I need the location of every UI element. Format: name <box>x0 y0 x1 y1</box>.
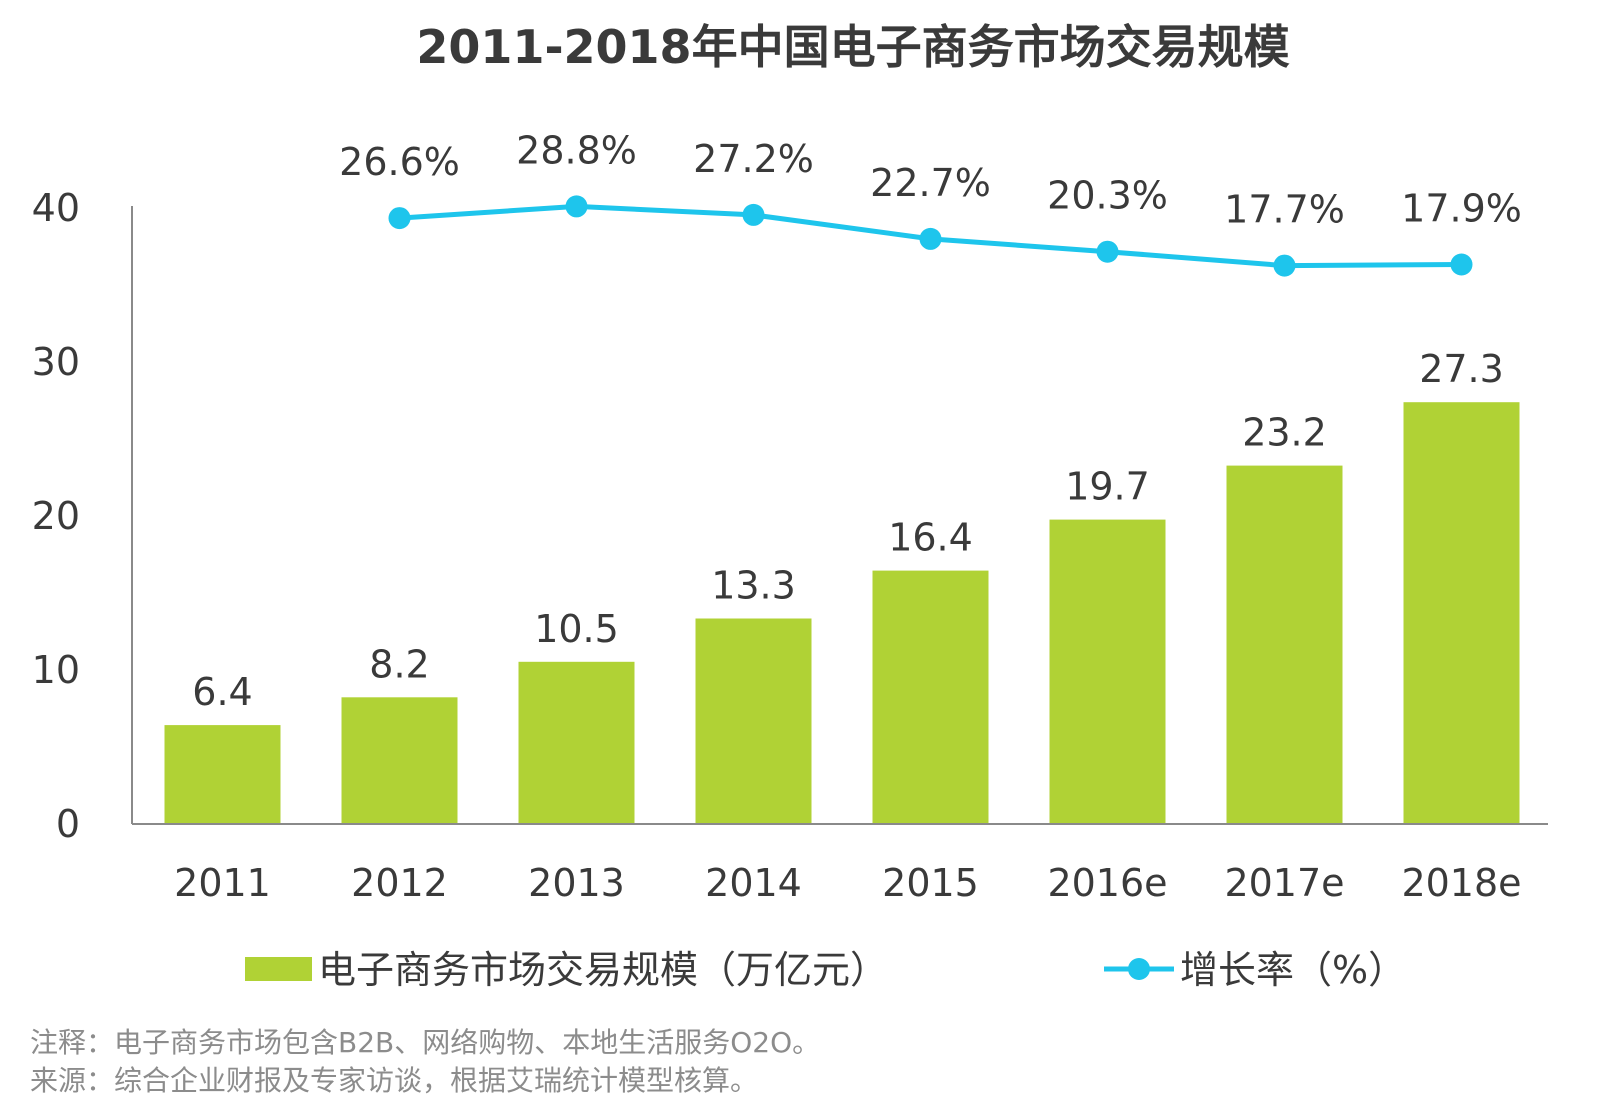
bar <box>695 618 812 824</box>
bar-value-label: 27.3 <box>1419 347 1504 391</box>
growth-rate-point <box>742 203 765 226</box>
x-tick-label: 2014 <box>705 861 802 905</box>
legend-line-label: 增长率（%） <box>1180 948 1406 992</box>
x-tick-label: 2013 <box>528 861 625 905</box>
bar <box>518 661 635 824</box>
growth-rate-label: 17.7% <box>1224 188 1345 232</box>
growth-rate-point <box>919 227 942 250</box>
legend-bar-swatch <box>245 957 312 981</box>
x-tick-label: 2015 <box>882 861 979 905</box>
x-axis-labels: 2011 2012 2013 2014 2015 2016e 2017e 2018e <box>174 861 1521 905</box>
growth-rate-label: 26.6% <box>339 140 460 184</box>
growth-rate-point <box>1273 254 1296 277</box>
bar-value-labels: 6.4 8.2 10.5 13.3 16.4 19.7 23.2 27.3 <box>192 347 1504 714</box>
growth-rate-label: 22.7% <box>870 161 991 205</box>
growth-rate-series: 26.6% 28.8% 27.2% 22.7% 20.3% 17.7% 17.9% <box>339 128 1522 277</box>
growth-rate-label: 28.8% <box>516 128 637 172</box>
growth-rate-label: 27.2% <box>693 137 814 181</box>
bar-value-label: 10.5 <box>534 607 619 651</box>
growth-rate-point <box>1450 253 1473 276</box>
y-tick-label: 30 <box>32 340 80 384</box>
growth-rate-label: 20.3% <box>1047 174 1168 218</box>
x-tick-label: 2017e <box>1224 861 1344 905</box>
bar <box>1049 519 1166 824</box>
growth-rate-point <box>1096 240 1119 263</box>
bar-value-label: 19.7 <box>1065 465 1150 509</box>
legend-line-marker <box>1128 958 1150 980</box>
bar-value-label: 6.4 <box>192 670 252 714</box>
y-tick-label: 40 <box>32 186 80 230</box>
bar <box>872 570 989 824</box>
bar <box>1226 465 1343 824</box>
legend: 电子商务市场交易规模（万亿元） 增长率（%） <box>245 948 1406 992</box>
footnote: 注释：电子商务市场包含B2B、网络购物、本地生活服务O2O。 <box>30 1026 820 1059</box>
x-tick-label: 2018e <box>1401 861 1521 905</box>
bar-value-label: 23.2 <box>1242 411 1327 455</box>
y-tick-label: 10 <box>32 648 80 692</box>
growth-rate-point <box>565 195 588 218</box>
x-tick-label: 2011 <box>174 861 271 905</box>
bar <box>164 725 281 824</box>
bar-series <box>164 402 1520 824</box>
bar-value-label: 16.4 <box>888 516 973 560</box>
x-tick-label: 2016e <box>1047 861 1167 905</box>
y-axis: 40 30 20 10 0 <box>32 186 133 846</box>
source-note: 来源：综合企业财报及专家访谈，根据艾瑞统计模型核算。 <box>30 1064 758 1097</box>
growth-rate-point <box>388 207 411 230</box>
y-tick-label: 0 <box>56 802 80 846</box>
legend-bar-label: 电子商务市场交易规模（万亿元） <box>318 948 888 992</box>
x-tick-label: 2012 <box>351 861 448 905</box>
bar <box>341 697 458 824</box>
bar-value-label: 13.3 <box>711 564 796 608</box>
growth-rate-label: 17.9% <box>1401 187 1522 231</box>
y-tick-label: 20 <box>32 494 80 538</box>
bar-value-label: 8.2 <box>369 642 429 686</box>
chart-title: 2011-2018年中国电子商务市场交易规模 <box>416 20 1289 74</box>
bar <box>1403 402 1520 824</box>
